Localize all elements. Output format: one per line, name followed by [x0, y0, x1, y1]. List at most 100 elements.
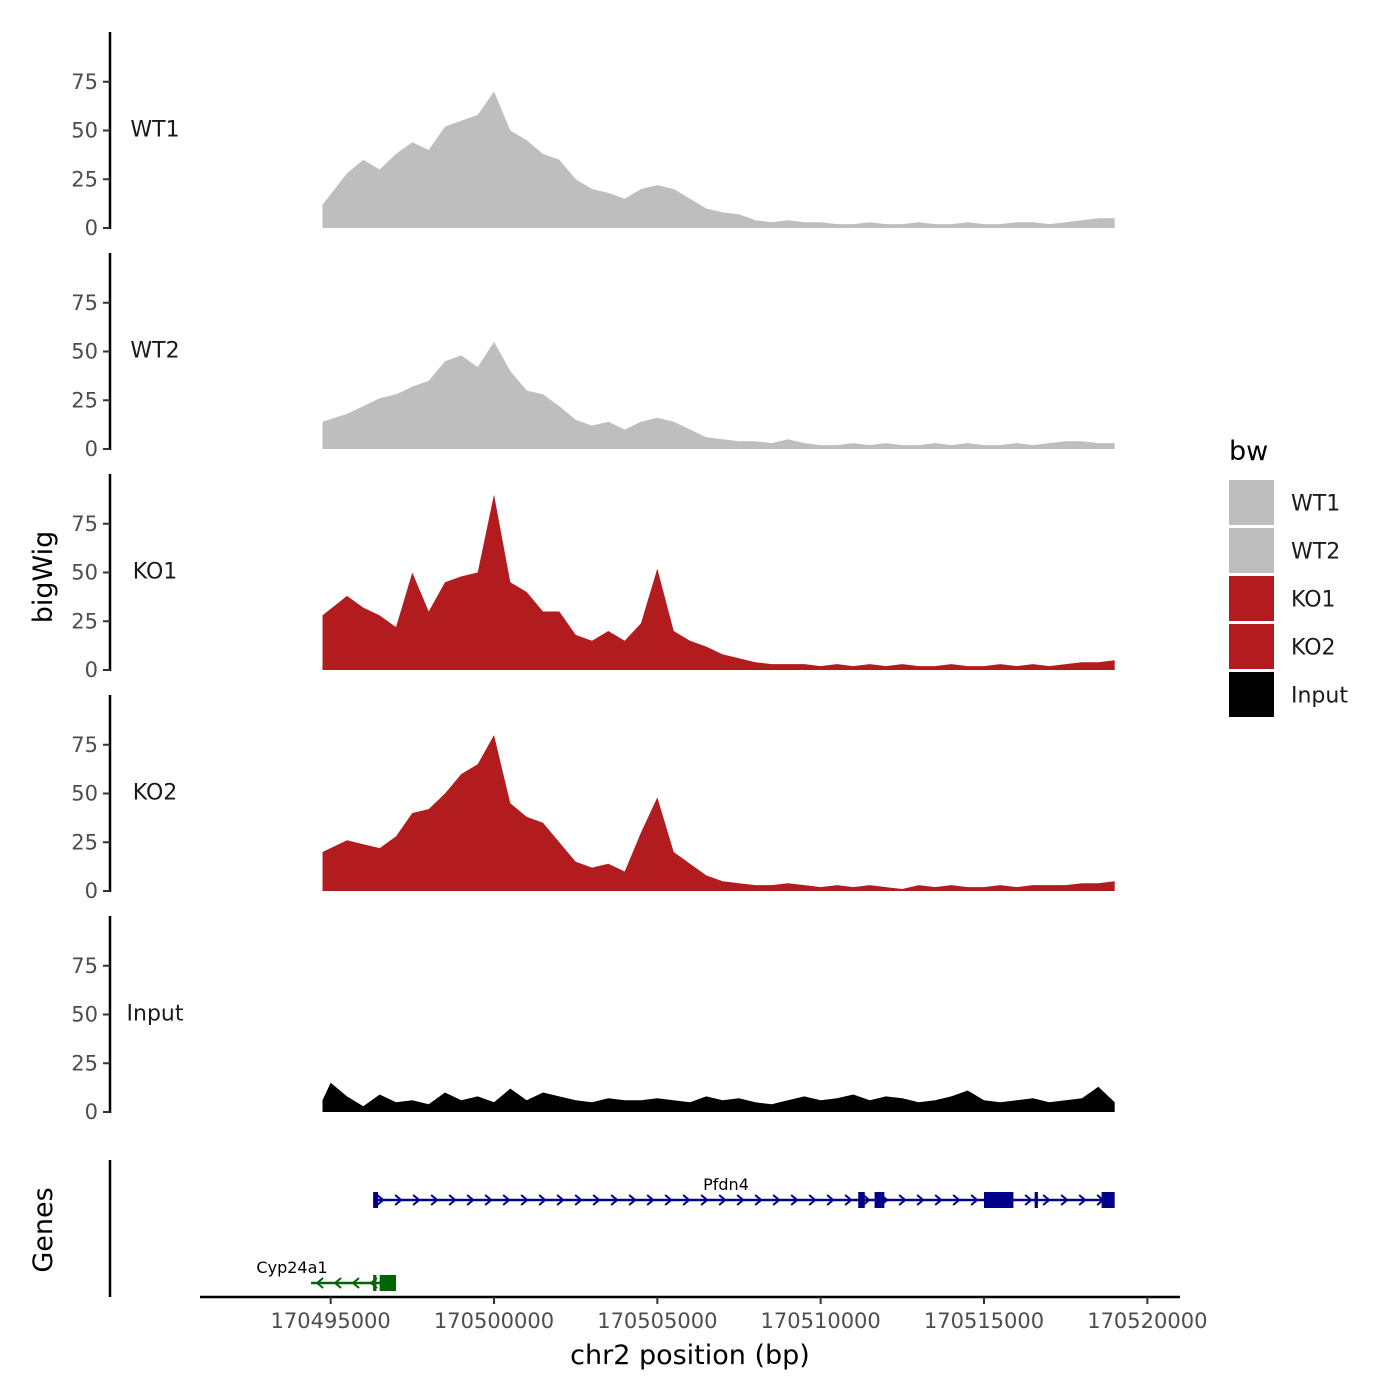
legend-key	[1229, 672, 1274, 717]
y-tick-label: 75	[71, 954, 98, 978]
legend-label: KO2	[1291, 636, 1336, 661]
strand-arrow	[610, 1194, 619, 1206]
y-tick-label: 25	[71, 1051, 98, 1075]
strand-arrow	[664, 1194, 673, 1206]
y-tick-label: 75	[71, 70, 98, 94]
strand-arrow	[898, 1194, 907, 1206]
strand-arrow	[682, 1194, 691, 1206]
area-input	[322, 1082, 1115, 1112]
y-tick-label: 0	[85, 1100, 98, 1124]
y-tick-label: 50	[71, 782, 98, 806]
strand-arrow	[502, 1194, 511, 1206]
x-tick-label: 170510000	[761, 1309, 881, 1333]
strand-arrow	[520, 1194, 529, 1206]
y-tick-label: 25	[71, 609, 98, 633]
strand-arrow	[412, 1194, 421, 1206]
strand-arrow	[448, 1194, 457, 1206]
track-input: 0 25 50 75 Input	[71, 916, 1115, 1124]
gene-track: Pfdn4 Cyp24a1	[108, 1160, 1115, 1297]
legend-label: KO1	[1291, 588, 1336, 613]
y-axis-title: bigWig	[28, 531, 59, 624]
legend-key	[1229, 528, 1274, 573]
y-tick-label: 50	[71, 119, 98, 143]
strand-arrow	[646, 1194, 655, 1206]
legend-entry-ko1: KO1	[1229, 576, 1336, 621]
strand-arrow	[394, 1194, 403, 1206]
x-tick-label: 170500000	[434, 1309, 554, 1333]
strand-arrow	[736, 1194, 745, 1206]
track-label: KO2	[133, 780, 178, 805]
exon	[373, 1275, 377, 1291]
exon	[379, 1275, 396, 1291]
strand-arrow	[376, 1194, 385, 1206]
legend-key	[1229, 480, 1274, 525]
strand-arrow	[333, 1277, 342, 1289]
strand-arrow	[790, 1194, 799, 1206]
strand-arrow	[628, 1194, 637, 1206]
y-tick-label: 75	[71, 512, 98, 536]
exon	[1101, 1192, 1115, 1208]
y-tick-label: 0	[85, 658, 98, 682]
strand-arrow	[772, 1194, 781, 1206]
area-ko1	[322, 494, 1115, 670]
strand-arrow	[916, 1194, 925, 1206]
strand-arrow	[970, 1194, 979, 1206]
strand-arrow	[466, 1194, 475, 1206]
exon	[874, 1192, 885, 1208]
exon	[984, 1192, 1014, 1208]
x-tick-label: 170515000	[924, 1309, 1044, 1333]
y-tick-label: 75	[71, 733, 98, 757]
legend-entry-input: Input	[1229, 672, 1348, 717]
track-wt1: 0 25 50 75 WT1	[71, 32, 1115, 240]
strand-arrow	[556, 1194, 565, 1206]
strand-arrow	[1060, 1194, 1069, 1206]
strand-arrow	[718, 1194, 727, 1206]
x-tick-label: 170505000	[597, 1309, 717, 1333]
bigwig-tracks: 0 25 50 75 WT1 0 25 50 75 WT2 0 25 50 75 KO1 0 25 50 75 KO2…	[71, 32, 1115, 1124]
legend: bw WT1 WT2 KO1 KO2 Input	[1229, 436, 1348, 717]
gene-label: Cyp24a1	[256, 1258, 327, 1277]
strand-arrow	[592, 1194, 601, 1206]
legend-label: WT2	[1291, 540, 1340, 565]
strand-arrow	[574, 1194, 583, 1206]
track-ko1: 0 25 50 75 KO1	[71, 474, 1115, 682]
legend-key	[1229, 624, 1274, 669]
strand-arrow	[754, 1194, 763, 1206]
legend-entry-wt1: WT1	[1229, 480, 1340, 525]
gene-cyp24a1: Cyp24a1	[256, 1258, 396, 1291]
legend-label: Input	[1291, 684, 1348, 709]
strand-arrow	[1042, 1194, 1051, 1206]
strand-arrow	[862, 1194, 871, 1206]
track-label: WT1	[130, 117, 179, 142]
legend-entry-ko2: KO2	[1229, 624, 1336, 669]
area-ko2	[322, 735, 1115, 891]
legend-label: WT1	[1291, 492, 1340, 517]
area-wt1	[322, 91, 1115, 228]
y-tick-label: 25	[71, 167, 98, 191]
strand-arrow	[826, 1194, 835, 1206]
y-tick-label: 0	[85, 437, 98, 461]
x-tick-label: 170495000	[271, 1309, 391, 1333]
strand-arrow	[538, 1194, 547, 1206]
strand-arrow	[952, 1194, 961, 1206]
strand-arrow	[484, 1194, 493, 1206]
strand-arrow	[430, 1194, 439, 1206]
strand-arrow	[1024, 1194, 1033, 1206]
exon	[858, 1192, 865, 1208]
track-label: Input	[127, 1001, 184, 1026]
strand-arrow	[844, 1194, 853, 1206]
x-axis: 170495000 170500000 170505000 170510000 1705…	[200, 1295, 1207, 1333]
area-wt2	[322, 341, 1115, 449]
y-tick-label: 50	[71, 340, 98, 364]
gene-label: Pfdn4	[703, 1175, 749, 1194]
y-tick-label: 25	[71, 830, 98, 854]
track-label: KO1	[133, 559, 178, 584]
strand-arrow	[351, 1277, 360, 1289]
x-axis-title: chr2 position (bp)	[570, 1340, 810, 1371]
track-ko2: 0 25 50 75 KO2	[71, 695, 1115, 903]
y-tick-label: 75	[71, 291, 98, 315]
track-label: WT2	[130, 338, 179, 363]
y-tick-label: 25	[71, 388, 98, 412]
strand-arrow	[700, 1194, 709, 1206]
